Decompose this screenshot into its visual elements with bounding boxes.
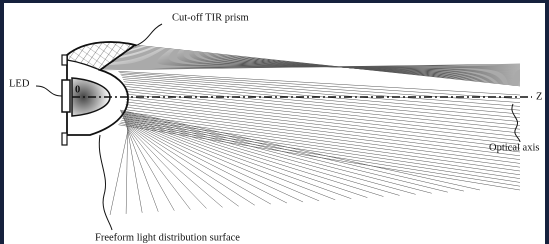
label-origin: 0 [75,84,80,95]
mount [62,55,67,65]
page: Cut-off TIR prism LED 0 Z Optical axis F… [0,0,549,244]
label-led: LED [9,78,30,89]
diagram: Cut-off TIR prism LED 0 Z Optical axis F… [0,0,549,244]
led-chip [62,80,70,112]
label-z: Z [536,91,542,102]
label-axis: Optical axis [489,142,539,153]
label-surface: Freeform light distribution surface [95,232,240,243]
label-prism: Cut-off TIR prism [172,12,249,23]
mount [62,133,67,145]
